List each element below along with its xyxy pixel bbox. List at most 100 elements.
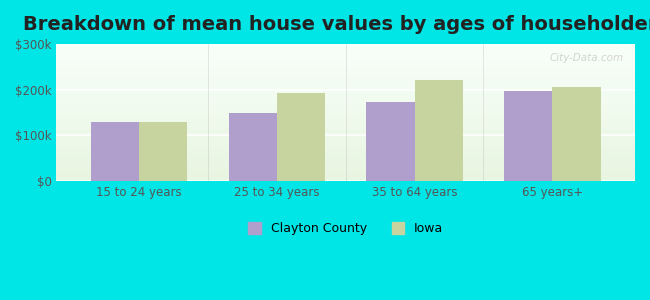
Bar (57, 145, 635, 147)
Bar (57, 144, 635, 145)
Bar (57, 155, 635, 156)
Bar (57, 97, 635, 99)
Bar (139, 122, 187, 181)
Bar (57, 44, 635, 45)
Bar (57, 82, 635, 84)
Bar (57, 154, 635, 155)
Bar (57, 112, 635, 114)
Bar (57, 152, 635, 154)
Bar (57, 62, 635, 63)
Bar (57, 136, 635, 137)
Bar (57, 100, 635, 101)
Bar (57, 118, 635, 119)
Bar (57, 180, 635, 181)
Bar (57, 53, 635, 55)
Bar (57, 125, 635, 126)
Bar (57, 93, 635, 94)
Bar (57, 85, 635, 86)
Bar (57, 108, 635, 110)
Bar (57, 46, 635, 48)
Bar (57, 59, 635, 60)
Bar (57, 126, 635, 128)
Bar (57, 88, 635, 89)
Bar (57, 134, 635, 136)
Bar (57, 171, 635, 173)
Bar (57, 158, 635, 159)
Bar (57, 99, 635, 100)
Bar (91, 122, 139, 181)
Bar (57, 133, 635, 134)
Bar (57, 114, 635, 115)
Text: City-Data.com: City-Data.com (549, 53, 623, 64)
Bar (57, 162, 635, 163)
Bar (57, 167, 635, 169)
Bar (57, 56, 635, 58)
Bar (57, 111, 635, 112)
Bar (277, 93, 325, 181)
Bar (57, 116, 635, 118)
Bar (229, 113, 277, 181)
Bar (57, 63, 635, 64)
Bar (57, 69, 635, 70)
Bar (367, 102, 415, 181)
Bar (57, 104, 635, 106)
Bar (57, 156, 635, 158)
Bar (57, 75, 635, 77)
Bar (57, 94, 635, 96)
Bar (57, 89, 635, 91)
Bar (57, 137, 635, 138)
Bar (57, 96, 635, 97)
Title: Breakdown of mean house values by ages of householders: Breakdown of mean house values by ages o… (23, 15, 650, 34)
Bar (57, 71, 635, 73)
Bar (57, 60, 635, 62)
Bar (57, 176, 635, 177)
Bar (57, 80, 635, 81)
Bar (57, 174, 635, 176)
Bar (57, 74, 635, 75)
Bar (57, 151, 635, 152)
Bar (57, 91, 635, 92)
Bar (57, 166, 635, 167)
Bar (57, 119, 635, 121)
Bar (415, 80, 463, 181)
Bar (57, 107, 635, 108)
Bar (57, 77, 635, 78)
Bar (57, 103, 635, 104)
Bar (57, 121, 635, 122)
Bar (57, 101, 635, 103)
Bar (504, 91, 552, 181)
Bar (57, 52, 635, 53)
Bar (57, 141, 635, 142)
Bar (57, 115, 635, 116)
Bar (57, 169, 635, 170)
Bar (57, 45, 635, 46)
Bar (57, 123, 635, 125)
Bar (57, 66, 635, 67)
Bar (57, 177, 635, 178)
Bar (57, 50, 635, 51)
Bar (57, 129, 635, 130)
Bar (57, 149, 635, 151)
Bar (57, 173, 635, 174)
Bar (57, 147, 635, 148)
Bar (57, 64, 635, 66)
Bar (57, 106, 635, 107)
Bar (57, 55, 635, 56)
Bar (57, 164, 635, 166)
Bar (57, 122, 635, 123)
Bar (57, 84, 635, 85)
Bar (57, 128, 635, 129)
Bar (57, 92, 635, 93)
Bar (57, 67, 635, 69)
Bar (57, 130, 635, 132)
Bar (57, 86, 635, 88)
Bar (57, 178, 635, 180)
Bar (57, 142, 635, 144)
Bar (57, 159, 635, 160)
Bar (57, 81, 635, 82)
Bar (57, 73, 635, 74)
Legend: Clayton County, Iowa: Clayton County, Iowa (243, 217, 448, 240)
Bar (57, 110, 635, 111)
Bar (57, 148, 635, 149)
Bar (57, 48, 635, 50)
